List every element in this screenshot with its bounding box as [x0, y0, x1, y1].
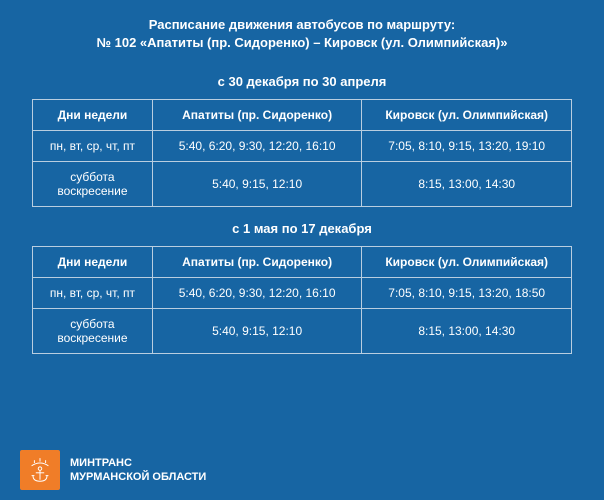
col-stop2-header: Кировск (ул. Олимпийская) — [362, 100, 572, 131]
table-row: пн, вт, ср, чт, пт 5:40, 6:20, 9:30, 12:… — [33, 278, 572, 309]
cell-days: суббота воскресение — [33, 309, 153, 354]
cell-times: 5:40, 9:15, 12:10 — [152, 309, 362, 354]
table-row: суббота воскресение 5:40, 9:15, 12:10 8:… — [33, 309, 572, 354]
cell-times: 5:40, 9:15, 12:10 — [152, 162, 362, 207]
table-row: суббота воскресение 5:40, 9:15, 12:10 8:… — [33, 162, 572, 207]
cell-times: 7:05, 8:10, 9:15, 13:20, 18:50 — [362, 278, 572, 309]
col-days-header: Дни недели — [33, 100, 153, 131]
period-label-2: с 1 мая по 17 декабря — [0, 221, 604, 236]
col-days-header: Дни недели — [33, 247, 153, 278]
title-line-2: № 102 «Апатиты (пр. Сидоренко) – Кировск… — [30, 34, 574, 52]
schedule-table-2: Дни недели Апатиты (пр. Сидоренко) Киров… — [32, 246, 572, 354]
cell-days: суббота воскресение — [33, 162, 153, 207]
mintrans-logo — [20, 450, 60, 490]
cell-times: 5:40, 6:20, 9:30, 12:20, 16:10 — [152, 278, 362, 309]
period-label-1: с 30 декабря по 30 апреля — [0, 74, 604, 89]
cell-times: 8:15, 13:00, 14:30 — [362, 162, 572, 207]
cell-days: пн, вт, ср, чт, пт — [33, 131, 153, 162]
footer: МИНТРАНС МУРМАНСКОЙ ОБЛАСТИ — [0, 440, 226, 500]
table-header-row: Дни недели Апатиты (пр. Сидоренко) Киров… — [33, 247, 572, 278]
col-stop1-header: Апатиты (пр. Сидоренко) — [152, 247, 362, 278]
col-stop2-header: Кировск (ул. Олимпийская) — [362, 247, 572, 278]
cell-times: 8:15, 13:00, 14:30 — [362, 309, 572, 354]
schedule-table-1: Дни недели Апатиты (пр. Сидоренко) Киров… — [32, 99, 572, 207]
anchor-sun-icon — [26, 456, 54, 484]
table-header-row: Дни недели Апатиты (пр. Сидоренко) Киров… — [33, 100, 572, 131]
cell-times: 7:05, 8:10, 9:15, 13:20, 19:10 — [362, 131, 572, 162]
col-stop1-header: Апатиты (пр. Сидоренко) — [152, 100, 362, 131]
schedule-header: Расписание движения автобусов по маршрут… — [0, 0, 604, 60]
cell-days: пн, вт, ср, чт, пт — [33, 278, 153, 309]
table-row: пн, вт, ср, чт, пт 5:40, 6:20, 9:30, 12:… — [33, 131, 572, 162]
brand-text: МИНТРАНС МУРМАНСКОЙ ОБЛАСТИ — [70, 456, 206, 485]
brand-line-1: МИНТРАНС — [70, 456, 206, 470]
brand-line-2: МУРМАНСКОЙ ОБЛАСТИ — [70, 470, 206, 484]
cell-times: 5:40, 6:20, 9:30, 12:20, 16:10 — [152, 131, 362, 162]
title-line-1: Расписание движения автобусов по маршрут… — [30, 16, 574, 34]
